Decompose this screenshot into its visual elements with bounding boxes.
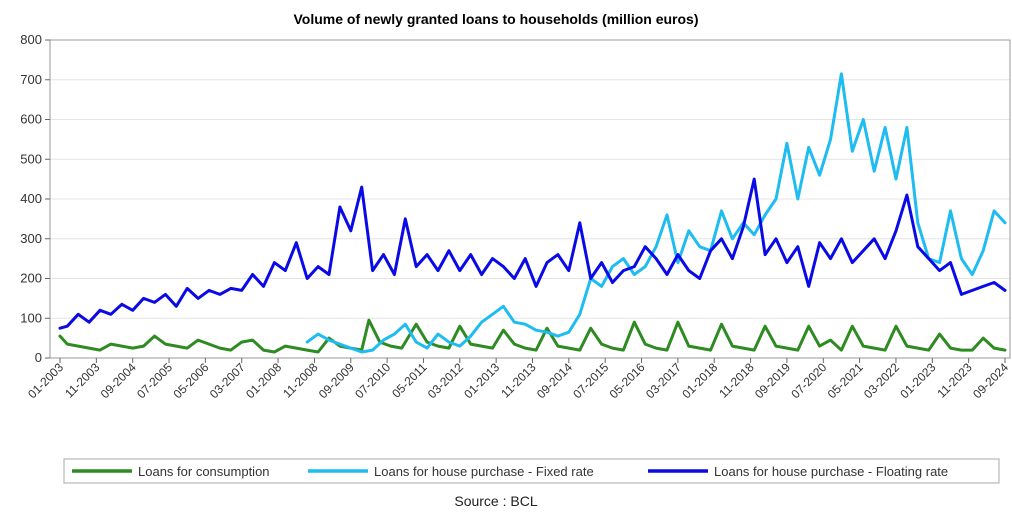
x-tick-label: 07-2005 xyxy=(134,360,175,401)
x-tick-label: 01-2003 xyxy=(25,360,66,401)
y-tick-label: 700 xyxy=(20,72,42,87)
series-layer xyxy=(58,72,1007,354)
x-axis: 01-200311-200309-200407-200505-200603-20… xyxy=(25,358,1011,401)
x-tick-label: 05-2021 xyxy=(825,360,866,401)
x-tick-label: 05-2016 xyxy=(607,360,648,401)
legend-label-floating: Loans for house purchase - Floating rate xyxy=(714,464,948,479)
x-tick-label: 11-2013 xyxy=(498,360,539,401)
series-line-0 xyxy=(58,318,1007,354)
x-tick-label: 05-2006 xyxy=(170,360,211,401)
y-tick-label: 400 xyxy=(20,191,42,206)
x-tick-label: 03-2022 xyxy=(861,360,902,401)
y-tick-label: 800 xyxy=(20,32,42,47)
y-axis: 0 100 200 300 400 500 600 700 800 xyxy=(20,32,50,365)
x-tick-label: 05-2011 xyxy=(389,360,430,401)
chart-source: Source : BCL xyxy=(454,493,537,509)
x-tick-label: 03-2017 xyxy=(643,360,684,401)
x-tick-label: 07-2020 xyxy=(788,360,829,401)
x-tick-label: 07-2015 xyxy=(570,360,611,401)
y-tick-label: 200 xyxy=(20,271,42,286)
series-line-1 xyxy=(305,72,1007,354)
legend-label-consumption: Loans for consumption xyxy=(138,464,270,479)
x-tick-label: 01-2018 xyxy=(679,360,720,401)
chart-title: Volume of newly granted loans to househo… xyxy=(294,11,699,27)
x-tick-label: 09-2024 xyxy=(970,360,1011,401)
y-tick-label: 300 xyxy=(20,231,42,246)
grid-layer xyxy=(50,39,1010,359)
x-tick-label: 09-2019 xyxy=(752,360,793,401)
x-tick-label: 01-2013 xyxy=(461,360,502,401)
x-tick-label: 09-2009 xyxy=(316,360,357,401)
x-tick-label: 11-2023 xyxy=(934,360,975,401)
x-tick-label: 11-2008 xyxy=(280,360,321,401)
legend-box xyxy=(63,458,1000,484)
legend-label-fixed: Loans for house purchase - Fixed rate xyxy=(374,464,594,479)
y-tick-label: 600 xyxy=(20,112,42,127)
x-tick-label: 03-2012 xyxy=(425,360,466,401)
x-tick-label: 09-2004 xyxy=(98,360,139,401)
y-tick-label: 500 xyxy=(20,151,42,166)
x-tick-label: 03-2007 xyxy=(207,360,248,401)
x-tick-label: 09-2014 xyxy=(534,360,575,401)
legend: Loans for consumption Loans for house pu… xyxy=(63,458,1000,484)
x-tick-label: 01-2008 xyxy=(243,360,284,401)
x-tick-label: 01-2023 xyxy=(897,360,938,401)
y-tick-label: 0 xyxy=(35,350,42,365)
x-tick-label: 11-2003 xyxy=(62,360,103,401)
x-tick-label: 11-2018 xyxy=(716,360,757,401)
y-tick-label: 100 xyxy=(20,310,42,325)
x-tick-label: 07-2010 xyxy=(352,360,393,401)
series-line-2 xyxy=(58,177,1007,330)
